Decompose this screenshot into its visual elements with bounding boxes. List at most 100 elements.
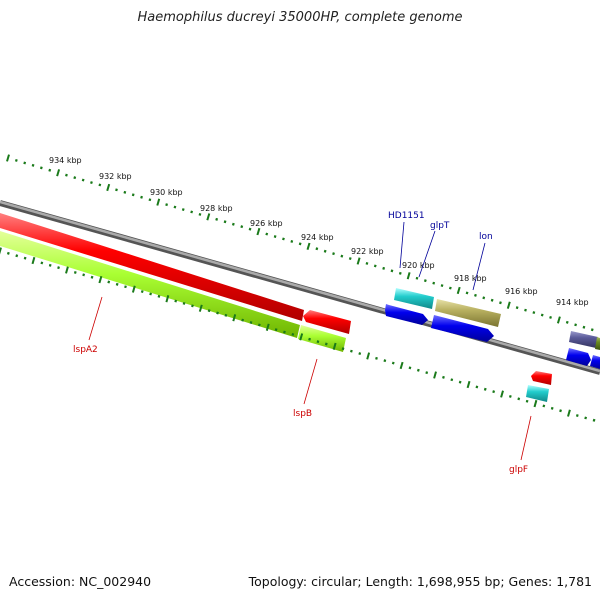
scale-label-922: 922 kbp	[351, 247, 384, 256]
minor-tick	[458, 380, 462, 384]
major-tick	[106, 183, 111, 192]
minor-tick	[425, 371, 429, 375]
minor-tick	[308, 337, 311, 341]
minor-tick	[291, 332, 295, 336]
major-tick	[399, 361, 404, 370]
minor-tick	[440, 284, 444, 288]
minor-tick	[549, 315, 552, 319]
scale-label-916: 916 kbp	[505, 287, 538, 296]
minor-tick	[408, 366, 412, 370]
minor-tick	[390, 269, 394, 273]
minor-tick	[107, 280, 111, 284]
cyan-feature-2[interactable]	[526, 385, 549, 402]
major-tick	[332, 342, 337, 350]
minor-tick	[492, 390, 496, 394]
major-tick	[533, 399, 538, 408]
minor-tick	[123, 190, 127, 194]
minor-tick	[450, 378, 454, 382]
minor-tick	[515, 306, 519, 310]
minor-tick	[148, 198, 152, 202]
major-tick	[406, 272, 411, 280]
dark-green-feature[interactable]	[595, 337, 600, 350]
major-tick	[0, 247, 2, 255]
major-tick	[506, 301, 511, 309]
gene-label-lon[interactable]: lon	[479, 232, 493, 242]
minor-tick	[257, 323, 261, 327]
minor-tick	[57, 266, 60, 270]
scale-label-932: 932 kbp	[99, 172, 132, 181]
minor-tick	[48, 168, 52, 172]
minor-tick	[482, 296, 486, 300]
minor-tick	[499, 301, 502, 305]
minor-tick	[15, 254, 19, 258]
minor-tick	[131, 193, 135, 197]
major-tick	[265, 323, 270, 331]
minor-tick	[231, 222, 235, 226]
accession-label: Accession: NC_002940	[9, 574, 152, 589]
major-tick	[500, 390, 504, 398]
blue-arrow-feature-2[interactable]	[566, 348, 591, 366]
minor-tick	[448, 286, 452, 290]
scale-label-926: 926 kbp	[250, 219, 283, 228]
minor-tick	[332, 252, 335, 256]
blue-arrow-feature-1[interactable]	[385, 304, 428, 325]
minor-tick	[508, 394, 512, 398]
minor-tick	[23, 256, 27, 260]
scale-label-920: 920 kbp	[402, 261, 435, 270]
minor-tick	[592, 418, 596, 422]
scale-labels: 934 kbp 932 kbp 930 kbp 928 kbp 926 kbp …	[49, 156, 589, 307]
minor-tick	[174, 299, 178, 303]
minor-tick	[274, 328, 278, 332]
minor-tick	[416, 368, 420, 372]
gene-HD1151-feature[interactable]	[394, 288, 434, 309]
minor-tick	[224, 313, 228, 317]
slate-feature[interactable]	[569, 331, 598, 348]
minor-tick	[31, 163, 35, 167]
minor-tick	[315, 247, 319, 251]
gene-glpF-feature[interactable]	[531, 371, 552, 385]
minor-tick	[173, 205, 177, 209]
gene-label-lspB[interactable]: lspB	[293, 409, 312, 419]
label-leaders	[88, 221, 532, 461]
gene-label-glpF[interactable]: glpF	[509, 465, 528, 475]
scale-label-928: 928 kbp	[200, 204, 233, 213]
major-tick	[356, 257, 361, 265]
minor-tick	[149, 292, 152, 296]
gene-label-HD1151[interactable]: HD1151	[388, 211, 425, 221]
minor-tick	[290, 240, 294, 243]
gene-label-lspA2[interactable]: lspA2	[73, 345, 98, 355]
minor-tick	[465, 291, 469, 295]
scale-label-934: 934 kbp	[49, 156, 82, 165]
gene-lspA2-feature[interactable]	[0, 213, 304, 321]
major-tick	[6, 154, 10, 162]
major-tick	[206, 213, 211, 221]
minor-tick	[490, 298, 494, 302]
major-tick	[256, 227, 261, 236]
inner-tick-track	[0, 247, 596, 422]
minor-tick	[39, 166, 43, 170]
gene-lspB-feature[interactable]	[303, 310, 351, 334]
gene-lon-feature[interactable]	[431, 315, 494, 342]
minor-tick	[241, 318, 245, 322]
green-feature-band-1[interactable]	[0, 231, 300, 338]
minor-tick	[283, 330, 286, 334]
gene-glpT-feature[interactable]	[435, 299, 501, 327]
minor-tick	[582, 325, 586, 329]
minor-tick	[348, 257, 352, 261]
minor-tick	[391, 361, 395, 365]
minor-tick	[550, 406, 554, 410]
minor-tick	[223, 220, 227, 224]
minor-tick	[73, 271, 77, 274]
minor-tick	[181, 208, 185, 212]
gene-label-glpT[interactable]: glpT	[430, 221, 450, 231]
minor-tick	[140, 195, 143, 199]
minor-tick	[124, 285, 127, 289]
minor-tick	[383, 359, 387, 363]
scale-label-918: 918 kbp	[454, 274, 487, 283]
minor-tick	[415, 276, 419, 280]
minor-tick	[475, 385, 479, 389]
blue-arrow-feature-3[interactable]	[590, 355, 600, 369]
major-tick	[556, 316, 561, 324]
major-tick	[198, 304, 203, 312]
